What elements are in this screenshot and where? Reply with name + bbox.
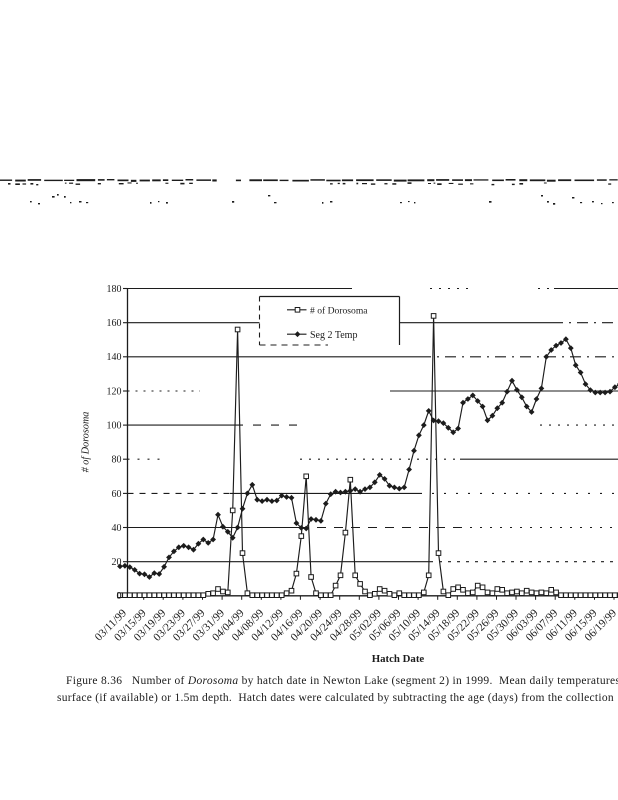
svg-text:100: 100 — [107, 421, 122, 432]
svg-text:60: 60 — [112, 489, 122, 500]
svg-text:20: 20 — [112, 557, 122, 568]
svg-text:# of Dorosoma: # of Dorosoma — [310, 306, 368, 317]
svg-text:Hatch Date: Hatch Date — [372, 653, 425, 665]
svg-text:80: 80 — [112, 455, 122, 466]
svg-text:40: 40 — [112, 523, 122, 534]
svg-text:0: 0 — [117, 591, 122, 602]
svg-text:120: 120 — [107, 386, 122, 397]
svg-text:140: 140 — [107, 352, 122, 363]
svg-text:# of Dorosoma: # of Dorosoma — [81, 412, 92, 473]
svg-text:Seg 2 Temp: Seg 2 Temp — [310, 330, 357, 341]
svg-text:surface (if available) or 1.5m: surface (if available) or 1.5m depth. Ha… — [57, 692, 614, 704]
svg-text:Figure 8.36 Number of Doroso: Figure 8.36 Number of Dorosoma by hatch … — [66, 675, 618, 687]
svg-text:160: 160 — [107, 318, 122, 329]
svg-text:180: 180 — [107, 284, 122, 295]
